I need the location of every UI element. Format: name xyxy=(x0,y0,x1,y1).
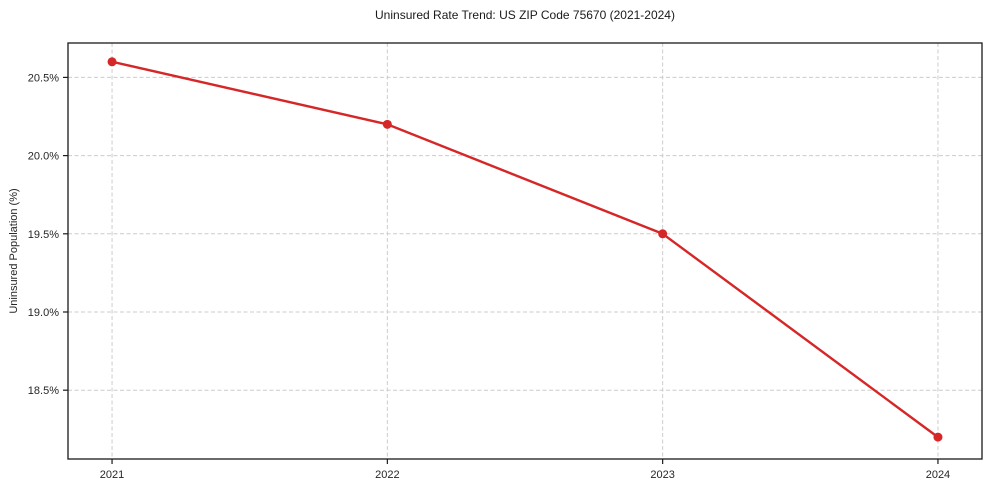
x-tick-label: 2021 xyxy=(100,469,124,481)
x-tick-label: 2023 xyxy=(650,469,674,481)
x-tick-label: 2024 xyxy=(926,469,950,481)
trend-line xyxy=(110,60,940,439)
chart-title: Uninsured Rate Trend: US ZIP Code 75670 … xyxy=(375,8,675,22)
data-point-marker xyxy=(933,432,943,442)
y-tick-label: 20.5% xyxy=(28,72,59,84)
y-axis-label: Uninsured Population (%) xyxy=(8,188,20,314)
x-tick-label: 2022 xyxy=(375,469,399,481)
data-point-marker xyxy=(658,229,668,239)
y-tick-label: 18.5% xyxy=(28,385,59,397)
data-point-marker xyxy=(382,119,392,129)
y-tick-label: 19.0% xyxy=(28,307,59,319)
data-point-marker xyxy=(107,57,117,67)
y-tick-label: 19.5% xyxy=(28,229,59,241)
y-tick-label: 20.0% xyxy=(28,151,59,163)
plot-border xyxy=(67,42,983,460)
